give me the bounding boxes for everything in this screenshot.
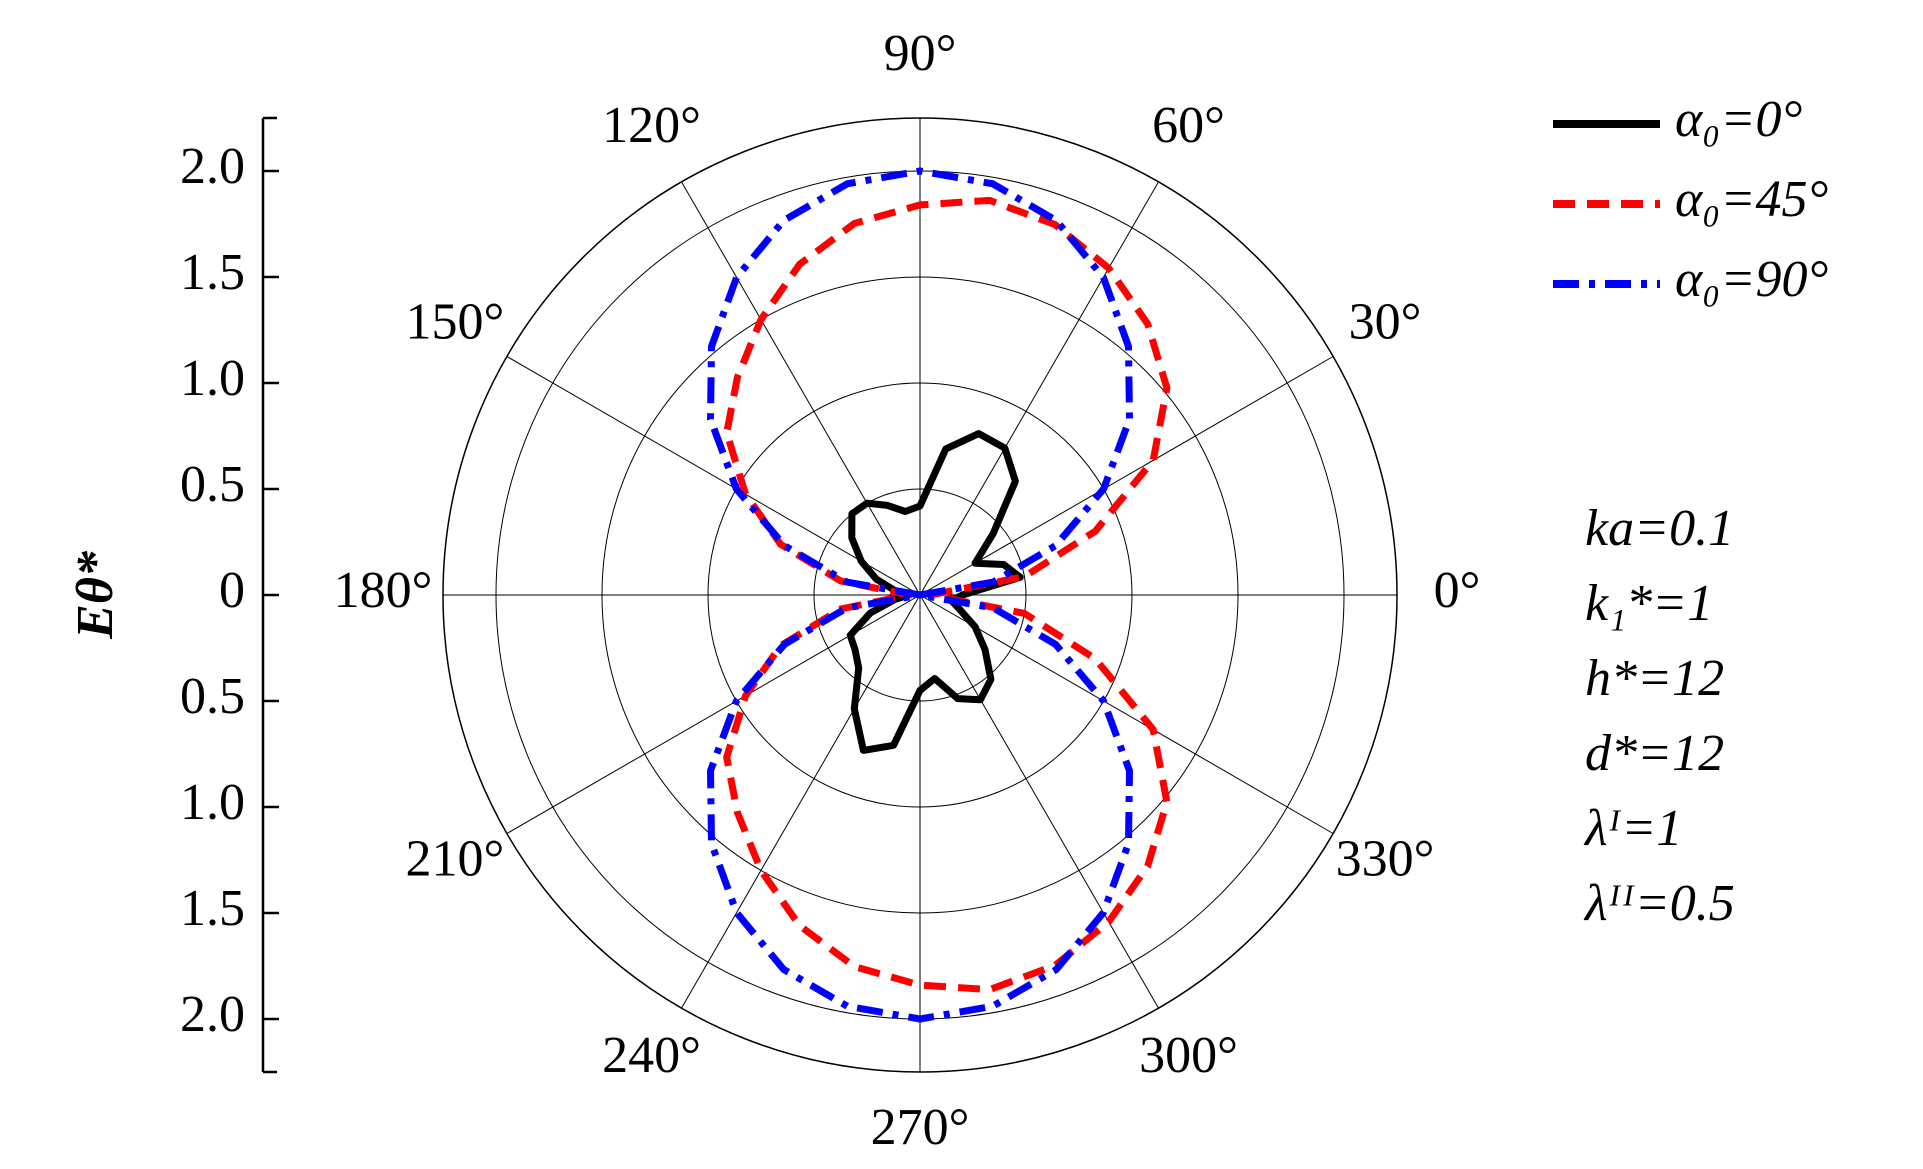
- theta-tick-label: 120°: [602, 97, 701, 154]
- r-tick-label: 1.5: [180, 244, 245, 301]
- r-tick-label: 1.5: [180, 880, 245, 937]
- theta-tick-label: 60°: [1152, 97, 1225, 154]
- r-tick-label: 2.0: [180, 986, 245, 1043]
- theta-tick-label: 270°: [871, 1099, 970, 1156]
- annotation: ka=0.1: [1585, 500, 1734, 557]
- grid-spoke: [681, 594, 921, 1009]
- r-tick-label: 0: [219, 562, 245, 619]
- theta-tick-label: 30°: [1349, 293, 1422, 350]
- theta-tick-label: 330°: [1336, 830, 1435, 887]
- r-tick-label: 2.0: [180, 138, 245, 195]
- grid-spoke: [919, 594, 1334, 834]
- grid-spoke: [681, 181, 921, 596]
- legend-label: α₀=0°: [1675, 91, 1802, 148]
- annotation: λᴵ=1: [1583, 800, 1682, 857]
- annotation: λᴵᴵ=0.5: [1583, 875, 1735, 932]
- r-tick-label: 0.5: [180, 456, 245, 513]
- r-tick-label: 1.0: [180, 350, 245, 407]
- r-tick-label: 0.5: [180, 668, 245, 725]
- theta-tick-label: 240°: [602, 1027, 701, 1084]
- legend-label: α₀=90°: [1675, 251, 1828, 308]
- series-line: [707, 167, 1133, 1023]
- grid-spoke: [919, 594, 1159, 1009]
- r-tick-label: 1.0: [180, 774, 245, 831]
- theta-tick-label: 0°: [1434, 562, 1481, 619]
- annotation: k₁*=1: [1585, 575, 1713, 632]
- outer-ring: [442, 117, 1398, 1073]
- grid-spoke: [506, 356, 921, 596]
- legend-label: α₀=45°: [1675, 171, 1828, 228]
- theta-tick-label: 300°: [1139, 1027, 1238, 1084]
- theta-tick-label: 90°: [884, 25, 957, 82]
- annotation: h*=12: [1585, 650, 1724, 707]
- grid-spoke: [919, 181, 1159, 596]
- theta-tick-label: 180°: [334, 562, 433, 619]
- theta-tick-label: 150°: [406, 293, 505, 350]
- theta-tick-label: 210°: [406, 830, 505, 887]
- grid-spoke: [919, 356, 1334, 596]
- annotation: d*=12: [1585, 725, 1724, 782]
- r-axis-label: Eθ*: [67, 550, 124, 640]
